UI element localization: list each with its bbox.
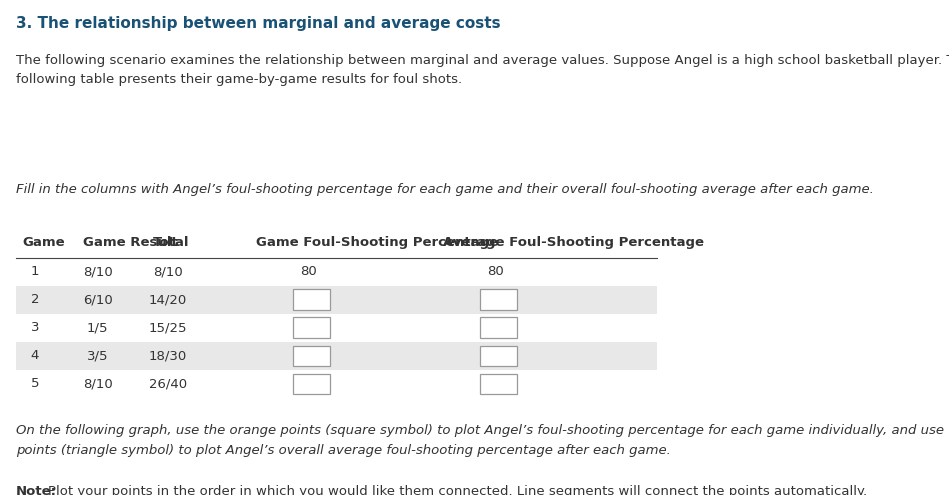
- Text: 4: 4: [30, 349, 39, 362]
- Text: Game: Game: [23, 236, 65, 249]
- Text: 15/25: 15/25: [148, 321, 187, 334]
- Text: 18/30: 18/30: [148, 349, 187, 362]
- FancyBboxPatch shape: [480, 346, 516, 366]
- Text: Average Foul-Shooting Percentage: Average Foul-Shooting Percentage: [443, 236, 704, 249]
- FancyBboxPatch shape: [480, 317, 516, 338]
- Text: Note:: Note:: [16, 485, 57, 495]
- Text: Game Foul-Shooting Percentage: Game Foul-Shooting Percentage: [256, 236, 498, 249]
- Text: 80: 80: [300, 265, 317, 278]
- FancyBboxPatch shape: [16, 342, 657, 370]
- Text: Plot your points in the order in which you would like them connected. Line segme: Plot your points in the order in which y…: [48, 485, 867, 495]
- FancyBboxPatch shape: [16, 286, 657, 314]
- Text: 8/10: 8/10: [153, 265, 182, 278]
- FancyBboxPatch shape: [293, 290, 330, 310]
- Text: 3/5: 3/5: [86, 349, 108, 362]
- Text: 26/40: 26/40: [149, 377, 187, 390]
- Text: 1/5: 1/5: [86, 321, 108, 334]
- Text: 2: 2: [30, 293, 39, 306]
- FancyBboxPatch shape: [480, 290, 516, 310]
- FancyBboxPatch shape: [293, 317, 330, 338]
- FancyBboxPatch shape: [480, 374, 516, 394]
- Text: Game Result: Game Result: [83, 236, 177, 249]
- Text: 3: 3: [30, 321, 39, 334]
- Text: Total: Total: [153, 236, 190, 249]
- Text: 1: 1: [30, 265, 39, 278]
- Text: 5: 5: [30, 377, 39, 390]
- Text: 6/10: 6/10: [83, 293, 112, 306]
- Text: 8/10: 8/10: [83, 265, 112, 278]
- Text: 8/10: 8/10: [83, 377, 112, 390]
- Text: 80: 80: [487, 265, 504, 278]
- Text: 3. The relationship between marginal and average costs: 3. The relationship between marginal and…: [16, 16, 501, 31]
- Text: On the following graph, use the orange points (square symbol) to plot Angel’s fo: On the following graph, use the orange p…: [16, 424, 949, 457]
- Text: Fill in the columns with Angel’s foul-shooting percentage for each game and thei: Fill in the columns with Angel’s foul-sh…: [16, 183, 874, 196]
- FancyBboxPatch shape: [293, 346, 330, 366]
- FancyBboxPatch shape: [293, 374, 330, 394]
- Text: 14/20: 14/20: [148, 293, 187, 306]
- Text: The following scenario examines the relationship between marginal and average va: The following scenario examines the rela…: [16, 54, 949, 87]
